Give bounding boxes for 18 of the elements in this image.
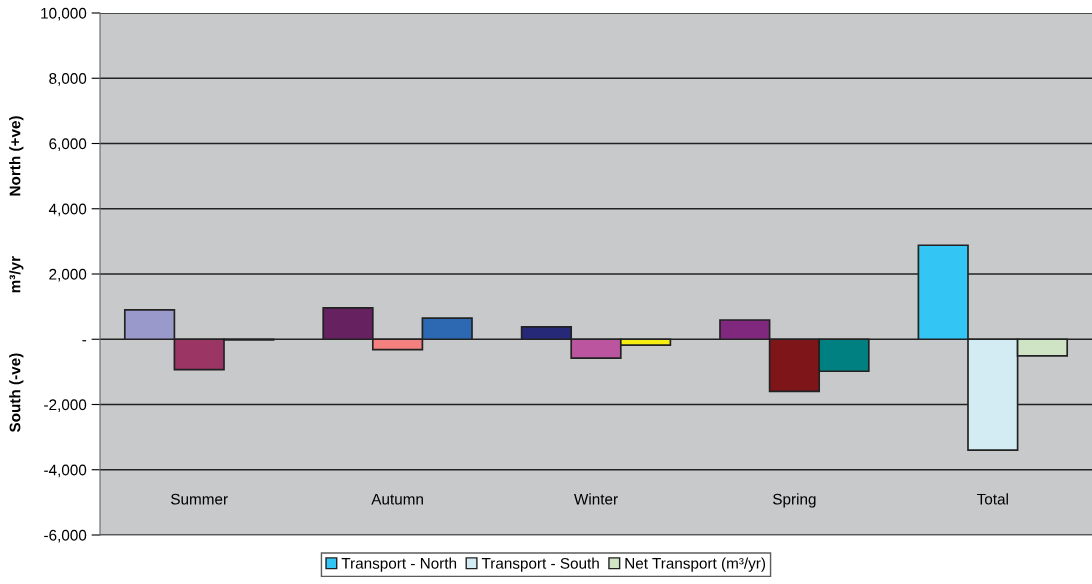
y-tick-label: -	[82, 340, 87, 342]
y-tick-label: -2,000	[44, 399, 87, 412]
y-tick-label: -4,000	[44, 464, 87, 478]
legend-label: Transport - South	[481, 557, 599, 572]
y-tick-label: 4,000	[48, 203, 87, 217]
x-tick-label: Winter	[574, 493, 618, 505]
x-tick-label: Autumn	[371, 493, 423, 505]
y-tick-label: 6,000	[49, 138, 87, 151]
y-tick-label: -6,000	[44, 529, 87, 543]
x-tick-label: Summer	[171, 493, 228, 505]
y-tick-label: 2,000	[49, 268, 87, 282]
y-axis-title: South (-ve) m³/yr North (+ve)	[9, 116, 24, 433]
x-tick-label: Spring	[773, 493, 816, 508]
y-tick-label: 10,000	[41, 7, 87, 21]
y-tick-label: 8,000	[49, 73, 87, 86]
x-tick-label: Total	[977, 493, 1008, 505]
legend-label: Transport - North	[341, 557, 457, 572]
legend-label: Net Transport (m³/yr)	[625, 557, 766, 572]
